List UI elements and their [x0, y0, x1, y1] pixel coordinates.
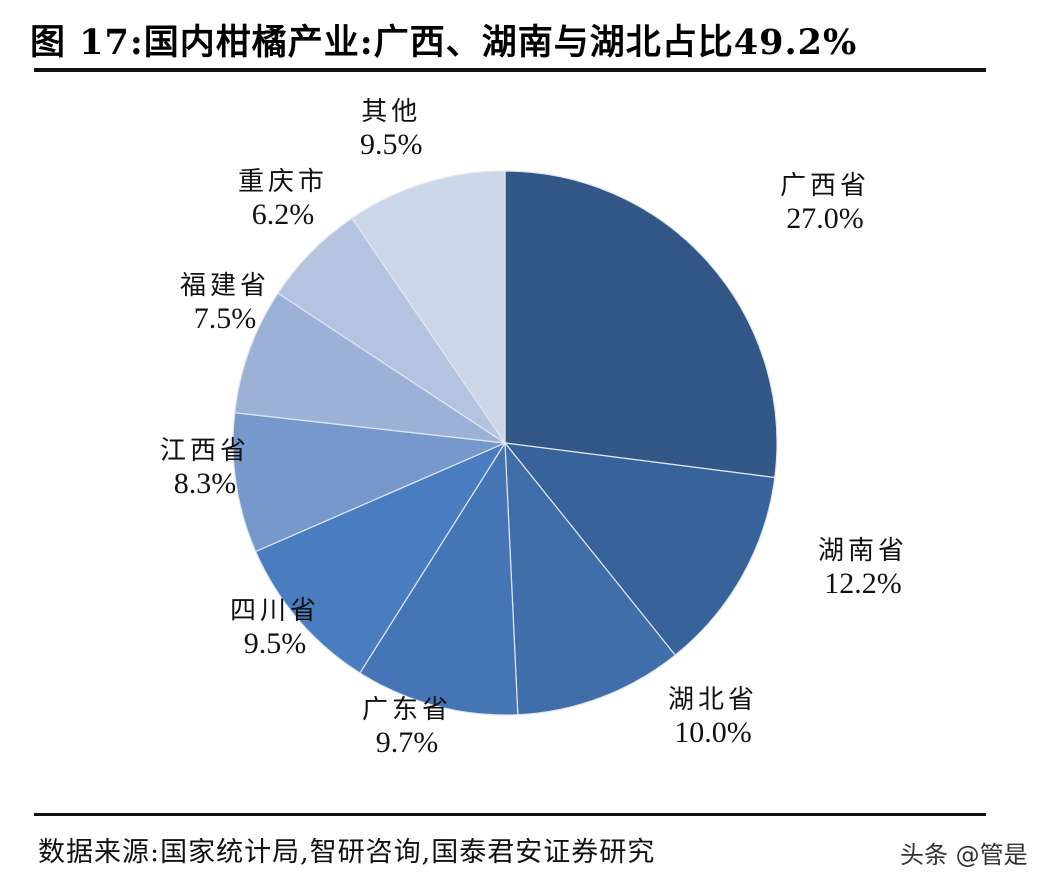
slice-label-name: 重庆市 [238, 167, 329, 197]
slice-label-value: 9.7% [375, 725, 439, 759]
slice-label-value: 12.2% [824, 566, 902, 600]
pie-slice-1 [504, 170, 778, 479]
slice-label-name: 湖北省 [668, 685, 759, 715]
slice-label-name: 江西省 [160, 436, 251, 466]
slice-label-name: 广西省 [780, 171, 871, 201]
slice-label-value: 27.0% [786, 201, 864, 235]
slice-label-value: 6.2% [251, 197, 315, 231]
slice-label: 江西省 8.3% [160, 436, 251, 501]
pie-slice-9 [351, 170, 506, 445]
figure-title: 图 17:国内柑橘产业:广西、湖南与湖北占比49.2% [30, 22, 858, 63]
slice-label-value: 8.3% [173, 466, 237, 500]
slice-label-name: 广东省 [362, 695, 453, 725]
slice-label: 广东省 9.7% [362, 695, 453, 760]
pie-slice-6 [232, 412, 508, 553]
slice-label-value: 9.5% [243, 626, 307, 660]
slice-label: 四川省 9.5% [230, 596, 321, 661]
slice-label-value: 10.0% [674, 715, 752, 749]
source-divider [34, 813, 986, 816]
slice-label: 湖南省 12.2% [818, 536, 909, 601]
pie-slice-3 [504, 441, 677, 716]
slice-label-name: 福建省 [180, 271, 271, 301]
slice-label: 广西省 27.0% [780, 171, 871, 236]
slice-label-name: 湖南省 [818, 536, 909, 566]
slice-label-name: 其他 [361, 97, 422, 127]
slice-label-value: 7.5% [193, 301, 257, 335]
slice-label: 湖北省 10.0% [668, 685, 759, 750]
pie-slices [232, 170, 778, 716]
slice-label: 其他 9.5% [360, 97, 423, 162]
data-source: 数据来源:国家统计局,智研咨询,国泰君安证券研究 [38, 837, 656, 868]
slice-label: 重庆市 6.2% [238, 167, 329, 232]
pie-slice-7 [234, 292, 506, 444]
pie-slice-5 [254, 441, 507, 674]
watermark: 头条 @管是 [900, 841, 1028, 869]
slice-label-name: 四川省 [230, 596, 321, 626]
slice-label: 福建省 7.5% [180, 271, 271, 336]
pie-slice-4 [359, 441, 519, 716]
slice-label-value: 9.5% [360, 127, 423, 161]
title-divider [34, 68, 986, 72]
pie-slice-2 [503, 442, 776, 657]
